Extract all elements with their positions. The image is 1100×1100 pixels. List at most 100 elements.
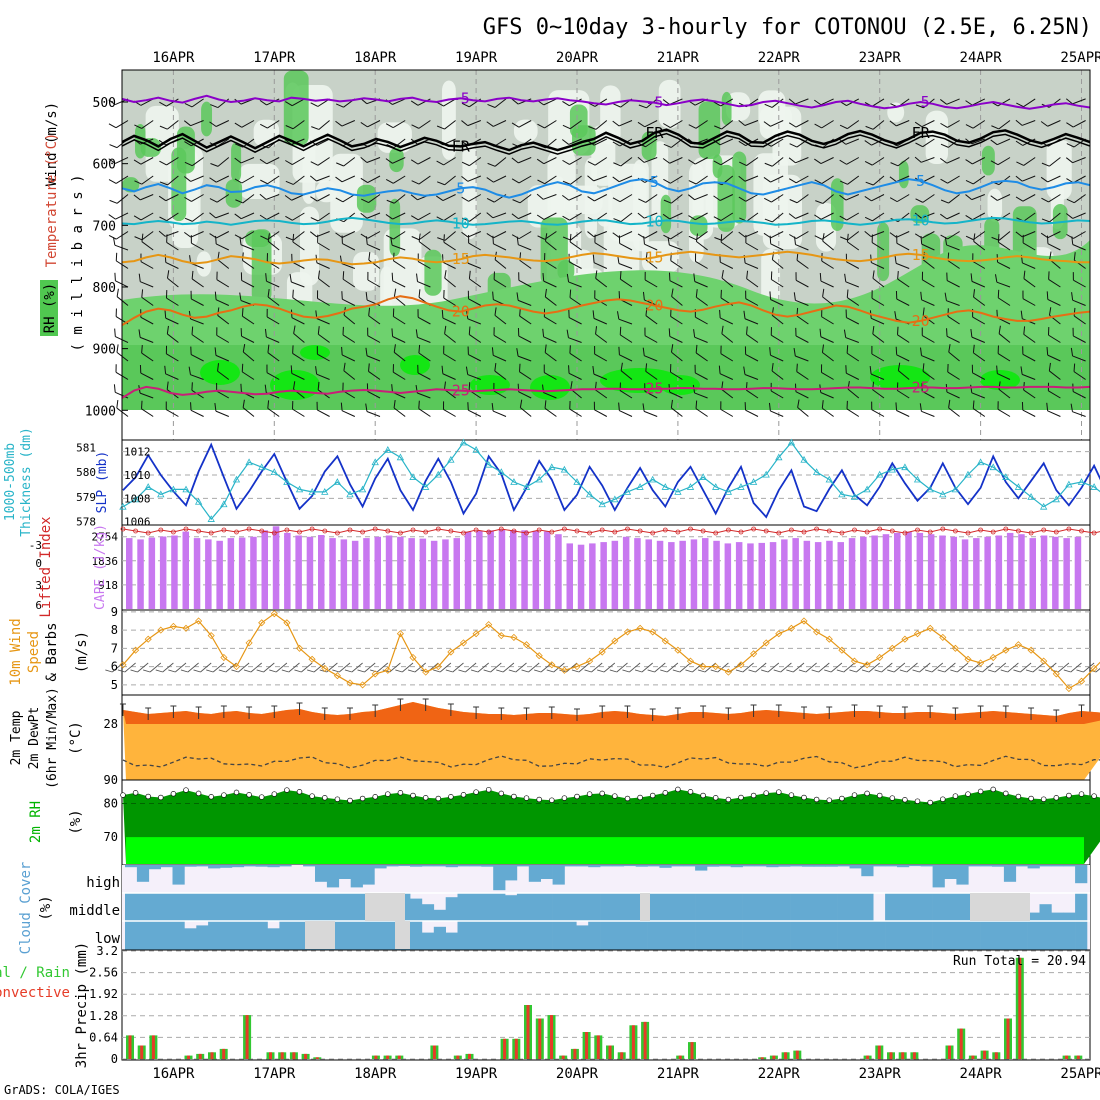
wind-barb-staff	[1023, 278, 1036, 288]
wind-barb	[744, 402, 759, 417]
wind-barb-flag	[511, 122, 520, 128]
wind-barb-flag	[595, 270, 598, 279]
wind-barb-flag	[870, 254, 872, 263]
cloud-high-bar	[267, 865, 280, 868]
wind-barb-staff	[744, 262, 759, 269]
precip-convective-bar	[245, 1015, 249, 1059]
cloud-low-bar	[920, 921, 933, 950]
wind-barb-flag	[492, 291, 494, 300]
wind-barb	[637, 120, 658, 128]
wind-barb	[770, 271, 784, 288]
cape-bar	[476, 530, 483, 609]
cape-bar	[1029, 538, 1036, 609]
wind-barb	[612, 194, 633, 203]
lifted-index-marker	[650, 530, 656, 536]
wind-barb-staff	[619, 410, 633, 417]
rh-dry-patch	[987, 188, 1003, 222]
wind10-speed-marker	[157, 626, 165, 634]
wind-barb-flag	[316, 346, 318, 355]
wind10-speed-marker	[611, 637, 619, 645]
thickness-marker	[157, 490, 165, 498]
lifted-index-marker	[814, 526, 819, 532]
wind-barb-flag	[216, 271, 218, 280]
wind10-speed-marker	[649, 628, 657, 636]
wind-barb-staff	[921, 212, 935, 219]
cloud-high-bar	[315, 865, 328, 882]
wind-barb-flag	[466, 255, 469, 264]
wind-barb-flag	[293, 325, 296, 334]
thickness-marker	[358, 485, 367, 493]
wind-barb	[234, 157, 255, 164]
cloud-low-bar	[1003, 921, 1017, 950]
lifted-index-marker	[397, 530, 403, 536]
lifted-index-marker	[877, 526, 883, 532]
wind-barb-staff	[972, 212, 986, 221]
wind10-barb-flag	[521, 669, 529, 673]
thickness-marker	[220, 500, 228, 508]
wind-barb-staff	[468, 409, 482, 417]
wind-barb-flag	[869, 365, 872, 375]
wind-barb	[159, 175, 179, 186]
wind10-barb-staff	[893, 662, 906, 673]
wind-barb-flag	[764, 218, 773, 223]
precip-convective-bar	[187, 1055, 190, 1059]
top-date-label: 24APR	[960, 50, 1003, 66]
wind-barb-staff	[393, 260, 406, 269]
rh2m-marker	[145, 793, 151, 800]
wind-barb-staff	[620, 212, 633, 223]
wind-barb	[970, 273, 986, 288]
wind-barb-staff	[973, 231, 986, 241]
wind-barb	[141, 345, 154, 362]
wind-barb	[1048, 271, 1061, 288]
temp2m-tick-label: 90	[104, 773, 118, 787]
wind-barb-staff	[1022, 262, 1036, 269]
wind-barb-flag	[1021, 401, 1024, 411]
wind-barb-flag	[335, 176, 343, 183]
cloud-high-bar	[718, 865, 731, 867]
wind-barb-staff	[671, 351, 683, 362]
wind-barb-flag	[594, 234, 596, 243]
wind-barb-staff	[923, 259, 935, 269]
wind-barb-staff	[494, 98, 507, 108]
wind10-barb-staff	[212, 662, 225, 673]
cloud-low-bar	[611, 921, 625, 950]
wind-barb-flag	[443, 234, 445, 243]
wind-barb	[188, 366, 204, 380]
wind-barb	[393, 399, 406, 417]
rh-dry-patch	[689, 163, 704, 263]
wind-barb-flag	[991, 236, 1000, 241]
rh2m-marker	[687, 789, 694, 795]
wind-barb-staff	[316, 262, 330, 269]
wind-barb	[638, 98, 658, 109]
rh2m-marker	[914, 798, 921, 804]
wind-barb-staff	[720, 241, 734, 251]
rh2m-marker	[826, 797, 833, 803]
cape-bar	[769, 542, 777, 609]
wind-barb-staff	[317, 242, 330, 251]
wind-barb	[190, 402, 204, 417]
wind-barb	[839, 175, 860, 185]
wind-barb-staff	[820, 212, 834, 220]
wind-barb-staff	[241, 231, 255, 240]
wind-barb	[467, 290, 482, 306]
wind-barb-flag	[944, 236, 948, 246]
pressure-tick-label: 800	[93, 281, 116, 296]
wind-barb	[920, 291, 935, 306]
cape-bar	[295, 535, 302, 609]
wind-barb-staff	[217, 315, 230, 325]
cloud-low-bar	[457, 921, 470, 950]
wind-barb	[260, 175, 280, 185]
wind-barb-staff	[670, 120, 683, 128]
wind-barb	[266, 308, 280, 325]
rh-moist-patch	[251, 229, 272, 303]
cloud-low-bar	[338, 921, 351, 950]
wind-barb-flag	[940, 122, 948, 128]
cloud-low-bar	[267, 928, 280, 951]
lifted-index-marker	[498, 526, 504, 532]
wind-barb	[864, 157, 885, 166]
thickness-marker	[939, 490, 947, 498]
wind10-barb-staff	[275, 662, 288, 673]
wind-barb-flag	[764, 162, 773, 167]
thickness-marker	[812, 468, 821, 476]
wind10-barb-staff	[805, 662, 817, 673]
